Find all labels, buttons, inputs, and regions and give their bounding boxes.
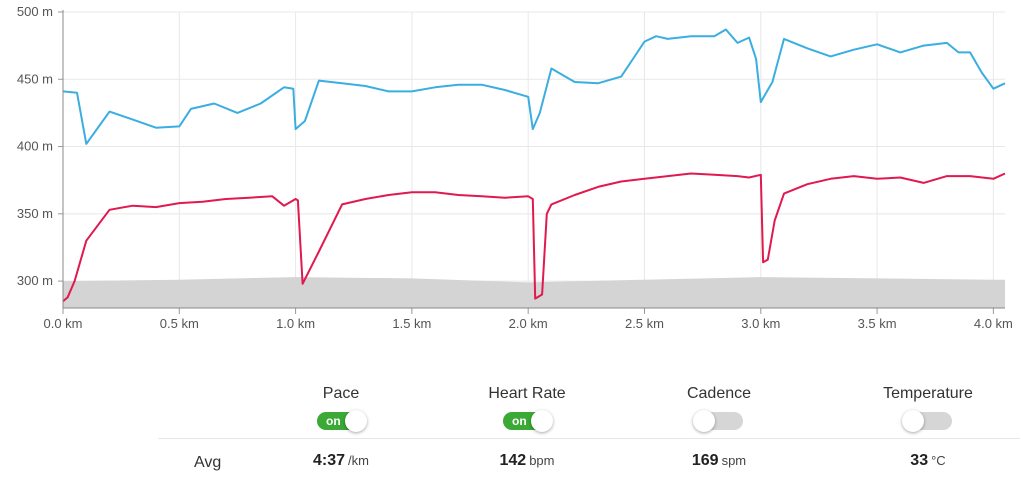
x-tick-label: 1.5 km bbox=[392, 316, 431, 331]
heart-rate-line bbox=[62, 172, 1006, 303]
avg-pace: 4:37/km bbox=[261, 452, 421, 470]
pace-toggle-switch[interactable]: on bbox=[317, 410, 367, 432]
y-tick-label: 450 m bbox=[17, 71, 53, 86]
avg-pace-unit: /km bbox=[348, 453, 369, 468]
heart-rate-toggle-state: on bbox=[512, 414, 527, 428]
cadence-toggle-knob bbox=[693, 410, 715, 432]
pace-toggle-label: Pace bbox=[322, 385, 360, 402]
activity-chart: 300 m 350 m 400 m 450 m 500 m 0.0 km 0.5 km 1.… bbox=[17, 4, 1013, 331]
pace-line bbox=[62, 28, 1006, 145]
x-tick-label: 0.0 km bbox=[43, 316, 82, 331]
temperature-toggle-label: Temperature bbox=[883, 385, 973, 402]
y-tick-label: 500 m bbox=[17, 4, 53, 19]
avg-label: Avg bbox=[194, 454, 222, 471]
series-lines bbox=[62, 28, 1006, 303]
axes bbox=[58, 10, 1005, 314]
x-tick-label: 3.0 km bbox=[741, 316, 780, 331]
temperature-toggle-knob bbox=[902, 410, 924, 432]
y-tick-labels: 300 m 350 m 400 m 450 m 500 m bbox=[17, 4, 53, 288]
avg-temperature: 33 °C bbox=[848, 452, 1008, 470]
avg-temperature-unit: °C bbox=[931, 453, 946, 468]
elevation-area bbox=[63, 277, 1005, 308]
summary-divider bbox=[158, 438, 1020, 439]
x-tick-label: 4.0 km bbox=[974, 316, 1013, 331]
metric-toggles: Pace on Heart Rate on Cadence Temperatur… bbox=[0, 384, 1023, 434]
pace-toggle-knob bbox=[345, 410, 367, 432]
y-tick-label: 350 m bbox=[17, 206, 53, 221]
pace-toggle-group: Pace on bbox=[261, 384, 421, 435]
temperature-toggle-group: Temperature bbox=[848, 384, 1008, 435]
avg-temperature-value: 33 bbox=[910, 452, 929, 469]
heart-rate-toggle-group: Heart Rate on bbox=[447, 384, 607, 435]
avg-heart-rate-value: 142 bbox=[499, 452, 527, 469]
heart-rate-toggle-knob bbox=[531, 410, 553, 432]
x-tick-label: 1.0 km bbox=[276, 316, 315, 331]
avg-heart-rate-unit: bpm bbox=[529, 453, 555, 468]
cadence-toggle-switch[interactable] bbox=[693, 410, 743, 432]
x-tick-label: 0.5 km bbox=[160, 316, 199, 331]
cadence-toggle-label: Cadence bbox=[686, 385, 752, 402]
x-tick-label: 2.0 km bbox=[509, 316, 548, 331]
avg-cadence: 169 spm bbox=[639, 452, 799, 470]
heart-rate-toggle-label: Heart Rate bbox=[488, 385, 566, 402]
y-tick-label: 400 m bbox=[17, 139, 53, 154]
x-tick-label: 2.5 km bbox=[625, 316, 664, 331]
avg-cadence-value: 169 bbox=[691, 452, 719, 469]
temperature-toggle-switch[interactable] bbox=[902, 410, 952, 432]
averages-row: Avg 4:37/km 142 bpm 169 spm 33 °C bbox=[0, 452, 1023, 476]
heart-rate-toggle-switch[interactable]: on bbox=[503, 410, 553, 432]
cadence-toggle-group: Cadence bbox=[639, 384, 799, 435]
x-tick-labels: 0.0 km 0.5 km 1.0 km 1.5 km 2.0 km 2.5 km 3.0 … bbox=[43, 316, 1012, 331]
pace-toggle-state: on bbox=[326, 414, 341, 428]
x-tick-label: 3.5 km bbox=[858, 316, 897, 331]
elevation-fill bbox=[63, 277, 1005, 308]
avg-pace-value: 4:37 bbox=[313, 452, 346, 469]
avg-heart-rate: 142 bpm bbox=[447, 452, 607, 470]
y-tick-label: 300 m bbox=[17, 273, 53, 288]
avg-cadence-unit: spm bbox=[721, 453, 747, 468]
